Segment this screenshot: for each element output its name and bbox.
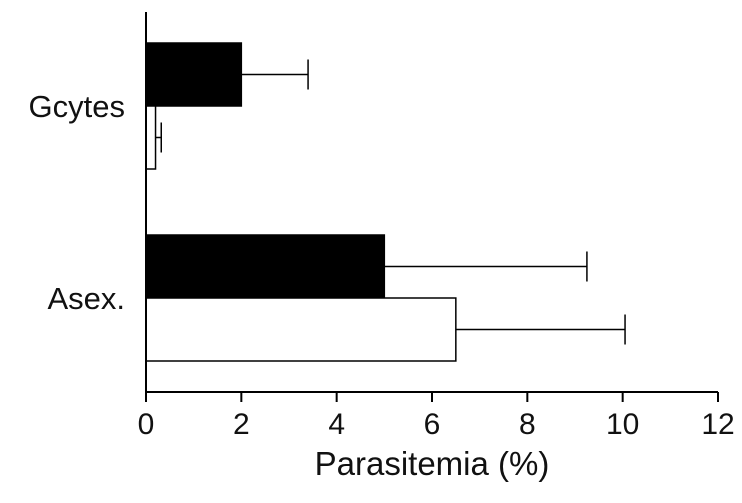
x-ticks-layer: 0 2 4 6 8 10 12	[138, 392, 735, 441]
x-tick-label-6: 12	[701, 408, 734, 441]
bar-0-0	[145, 42, 243, 107]
bar-1-1	[145, 297, 457, 362]
bars-layer	[145, 42, 457, 362]
category-labels-layer: Gcytes Asex.	[29, 89, 125, 316]
x-tick-label-2: 4	[328, 408, 345, 441]
x-tick-label-4: 8	[519, 408, 536, 441]
x-tick-label-0: 0	[138, 408, 155, 441]
x-tick-label-5: 10	[606, 408, 639, 441]
category-label-1: Asex.	[47, 281, 125, 316]
category-label-0: Gcytes	[29, 89, 125, 124]
bar-1-0	[145, 234, 386, 299]
x-axis-title: Parasitemia (%)	[315, 445, 550, 482]
bar-0-1	[145, 105, 157, 170]
x-tick-label-3: 6	[424, 408, 441, 441]
error-bars-layer	[155, 59, 626, 345]
x-tick-label-1: 2	[233, 408, 250, 441]
